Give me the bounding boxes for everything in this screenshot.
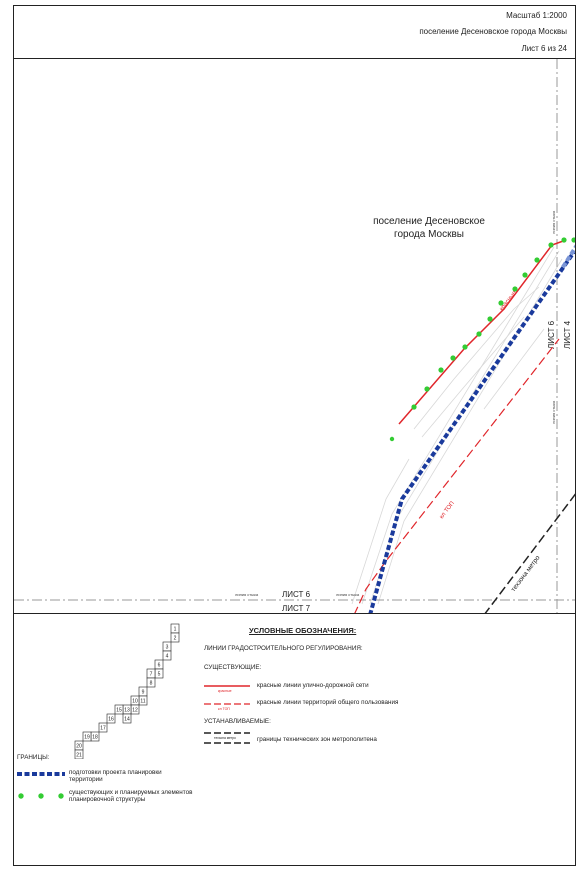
metro-zones-text: границы технических зон метрополитена <box>257 736 377 743</box>
planning-border-line <box>368 250 575 613</box>
planning-border-extension-top <box>561 244 575 269</box>
sheet-index-cell: 5 <box>154 668 164 679</box>
sheet-index-cell: 1 <box>170 623 180 634</box>
sheet-index-cell: 10 <box>130 695 140 706</box>
red-line-streets <box>398 239 567 425</box>
sheet-index-cell: 7 <box>146 668 156 679</box>
svg-text:5: 5 <box>158 672 161 678</box>
structure-element-dots <box>389 237 575 442</box>
svg-text:20: 20 <box>76 744 82 750</box>
legend-green-dots-sample <box>18 793 64 799</box>
sheet-index-cell: 3 <box>162 641 172 652</box>
sheet-index-cell: 2 <box>170 632 180 643</box>
metro-tag: техзона метро <box>214 736 236 740</box>
sheet-index-cell: 4 <box>162 650 172 661</box>
sheet-index-cell: 8 <box>146 677 156 688</box>
legend-blue-border-sample <box>17 772 65 776</box>
map-canvas: ЛИСТ 6 ЛИСТ 7 линия стыка линия стыка ЛИ… <box>14 59 575 613</box>
svg-text:2: 2 <box>174 636 177 642</box>
kl-top-label: кл ТОП <box>439 501 456 521</box>
svg-text:7: 7 <box>150 672 153 678</box>
sheet-index-cell: 6 <box>154 659 164 670</box>
sheet-number: Лист 6 из 24 <box>521 44 567 53</box>
sheet-7-label: ЛИСТ 7 <box>282 604 311 613</box>
planning-territory-text: подготовки проекта планировки территории <box>69 769 162 783</box>
svg-text:15: 15 <box>116 708 122 714</box>
svg-text:9: 9 <box>142 690 145 696</box>
legend-metro-sample: техзона метро <box>204 732 250 744</box>
red-line-tag: красные <box>218 689 232 693</box>
sheet-index-cell: 21 <box>74 749 84 759</box>
sheet-4-vertical-label: ЛИСТ 4 <box>563 320 572 349</box>
place-label-line1: поселение Десеновское <box>373 216 485 227</box>
stitch-label-top: линия стыка <box>551 210 556 234</box>
svg-text:21: 21 <box>76 753 82 759</box>
sheet-index-cell: 16 <box>106 713 116 724</box>
svg-text:1: 1 <box>174 627 177 633</box>
stitch-label-right: линия стыка <box>336 592 360 597</box>
sheet-6-label: ЛИСТ 6 <box>282 590 311 599</box>
svg-text:17: 17 <box>100 726 106 732</box>
stitch-label-left: линия стыка <box>235 592 259 597</box>
red-lines-streets-text: красные линии улично-дорожной сети <box>257 682 369 689</box>
established-heading: УСТАНАВЛИВАЕМЫЕ: <box>204 718 271 725</box>
sheet-index-cell: 15 <box>114 704 124 715</box>
regulation-lines-heading: ЛИНИИ ГРАДОСТРОИТЕЛЬНОГО РЕГУЛИРОВАНИЯ: <box>204 645 363 652</box>
sheet-index-cell: 11 <box>138 695 148 706</box>
stitch-label-mid: линия стыка <box>551 400 556 424</box>
sheet-index-cell: 12 <box>130 704 140 715</box>
sheet-6-vertical-label: ЛИСТ 6 <box>547 320 556 349</box>
svg-text:4: 4 <box>166 654 169 660</box>
sheet-boundaries <box>14 59 575 613</box>
red-lines-public-text: красные линии территорий общего пользова… <box>257 699 399 706</box>
sheet-index-cell: 19 <box>82 731 92 742</box>
kl-top-tag: кл ТОП <box>218 707 230 711</box>
sheet-index-cell: 9 <box>138 686 148 697</box>
road-outlines <box>351 246 563 605</box>
sheet-index-cell: 20 <box>74 740 84 751</box>
sheet-index-cell: 18 <box>90 731 100 742</box>
legend-red-dash-sample: кл ТОП <box>204 703 250 711</box>
svg-text:6: 6 <box>158 663 161 669</box>
sheet-index-cell: 14 <box>122 713 132 724</box>
svg-text:18: 18 <box>92 735 98 741</box>
svg-text:14: 14 <box>124 717 130 723</box>
svg-text:8: 8 <box>150 681 153 687</box>
title-block: Масштаб 1:2000 поселение Десеновское гор… <box>13 5 576 59</box>
structure-elements-text: существующих и планируемых элементов пла… <box>69 789 193 803</box>
metro-zone-line <box>484 493 575 613</box>
svg-text:3: 3 <box>166 645 169 651</box>
borders-heading: ГРАНИЦЫ: <box>17 754 50 761</box>
legend-panel: 1 2 3 4 6 5 7 8 9 11 10 12 13 14 15 16 17 18 19 20 21 УСЛОВН… <box>13 613 576 866</box>
svg-text:13: 13 <box>124 708 130 714</box>
place-label-line2: города Москвы <box>394 229 464 240</box>
sheet-index-cell: 13 <box>122 704 132 715</box>
existing-heading: СУЩЕСТВУЮЩИЕ: <box>204 664 262 671</box>
settlement-label: поселение Десеновское города Москвы <box>419 27 567 36</box>
svg-text:19: 19 <box>84 735 90 741</box>
svg-text:16: 16 <box>108 717 114 723</box>
legend-title: УСЛОВНЫЕ ОБОЗНАЧЕНИЯ: <box>249 626 357 635</box>
map-view[interactable]: ЛИСТ 6 ЛИСТ 7 линия стыка линия стыка ЛИ… <box>13 58 576 614</box>
sheet-index-cell: 17 <box>98 722 108 733</box>
svg-text:11: 11 <box>140 699 145 705</box>
svg-text:10: 10 <box>132 699 138 705</box>
scale-label: Масштаб 1:2000 <box>506 11 567 20</box>
red-line-public <box>354 338 560 613</box>
svg-text:12: 12 <box>132 708 138 714</box>
legend-red-line-sample: красные <box>204 685 250 693</box>
